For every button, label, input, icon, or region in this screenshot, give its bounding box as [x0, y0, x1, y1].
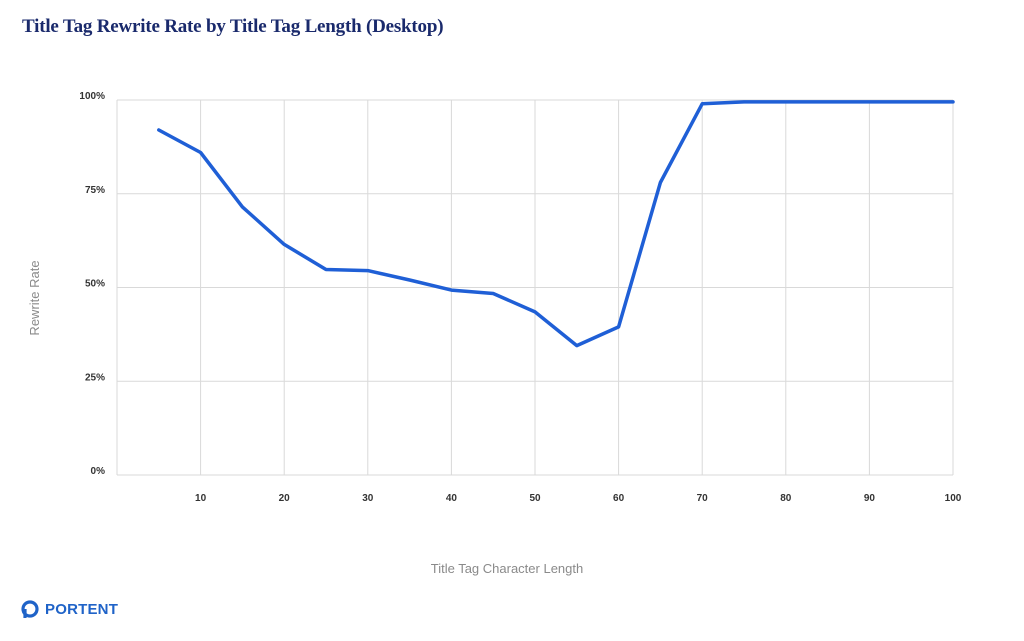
x-tick-label: 20 — [279, 493, 291, 504]
x-tick-label: 70 — [697, 493, 709, 504]
x-tick-label: 40 — [446, 493, 458, 504]
x-tick-label: 100 — [945, 493, 962, 504]
brand-logo: PORTENT — [20, 599, 118, 619]
x-tick-label: 50 — [529, 493, 541, 504]
grid-layer — [116, 99, 954, 476]
x-tick-label: 60 — [613, 493, 625, 504]
brand-name: PORTENT — [45, 600, 119, 618]
y-tick-label: 25% — [85, 372, 105, 383]
chart-title: Title Tag Rewrite Rate by Title Tag Leng… — [22, 16, 444, 37]
y-tick-label: 100% — [79, 91, 105, 102]
series-layer — [157, 100, 955, 348]
x-tick-label: 30 — [362, 493, 374, 504]
x-tick-label: 90 — [864, 493, 876, 504]
y-tick-label: 75% — [85, 185, 105, 196]
y-tick-label: 0% — [91, 466, 106, 477]
x-axis-ticks: 10 20 30 40 50 60 70 80 90 100 — [195, 493, 962, 504]
y-axis-ticks: 0% 25% 50% 75% 100% — [79, 91, 105, 477]
y-tick-label: 50% — [85, 279, 105, 290]
y-axis-label: Rewrite Rate — [27, 260, 42, 335]
x-axis-label: Title Tag Character Length — [431, 561, 583, 576]
portent-logo-icon — [21, 600, 39, 618]
series-line-0 — [157, 100, 955, 348]
x-tick-label: 80 — [780, 493, 792, 504]
x-tick-label: 10 — [195, 493, 207, 504]
